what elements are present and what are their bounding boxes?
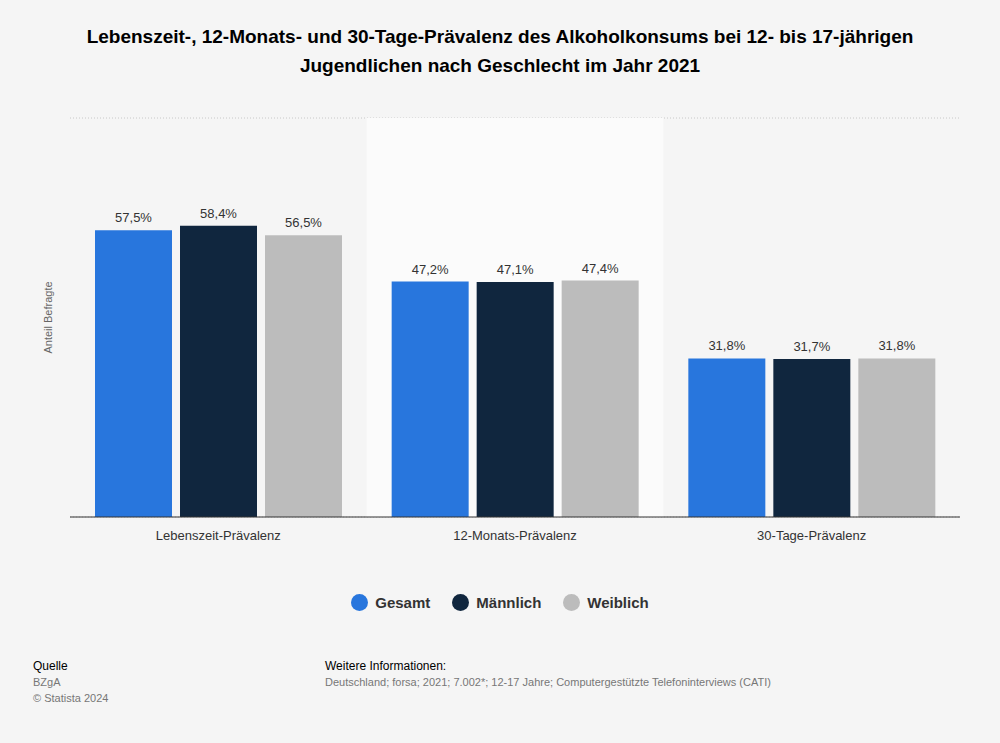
- svg-text:58,4%: 58,4%: [200, 206, 237, 221]
- html-text:Lebenszeit-, 12-Monats- und 30: Lebenszeit-, 12-Monats- und 30-Tage-Präv…: [86, 26, 914, 76]
- html-text:© Statista 2024: © Statista 2024: [33, 692, 109, 704]
- svg-text:Lebenszeit-Prävalenz: Lebenszeit-Prävalenz: [156, 528, 281, 543]
- html-text:Weiblich: Weiblich: [587, 594, 649, 611]
- svg-text:31,8%: 31,8%: [878, 338, 915, 353]
- svg-text:47,2%: 47,2%: [412, 262, 449, 277]
- svg-text:31,7%: 31,7%: [793, 339, 830, 354]
- svg-text:56,5%: 56,5%: [285, 215, 322, 230]
- html-text:Quelle: Quelle: [33, 659, 68, 673]
- svg-text:12-Monats-Prävalenz: 12-Monats-Prävalenz: [453, 528, 577, 543]
- html-text:BZgA: BZgA: [33, 676, 61, 688]
- svg-text:57,5%: 57,5%: [115, 210, 152, 225]
- html-text:Gesamt: Gesamt: [375, 594, 431, 611]
- svg-text:31,8%: 31,8%: [708, 338, 745, 353]
- svg-text:Anteil Befragte: Anteil Befragte: [42, 281, 54, 353]
- svg-text:30-Tage-Prävalenz: 30-Tage-Prävalenz: [757, 528, 866, 543]
- svg-text:47,4%: 47,4%: [582, 261, 619, 276]
- html-text:Weitere Informationen:: Weitere Informationen:: [325, 659, 447, 673]
- svg-text:47,1%: 47,1%: [497, 262, 534, 277]
- html-text:Männlich: Männlich: [476, 594, 542, 611]
- html-text:Deutschland; forsa; 2021; 7.00: Deutschland; forsa; 2021; 7.002*; 12-17 …: [325, 676, 771, 688]
